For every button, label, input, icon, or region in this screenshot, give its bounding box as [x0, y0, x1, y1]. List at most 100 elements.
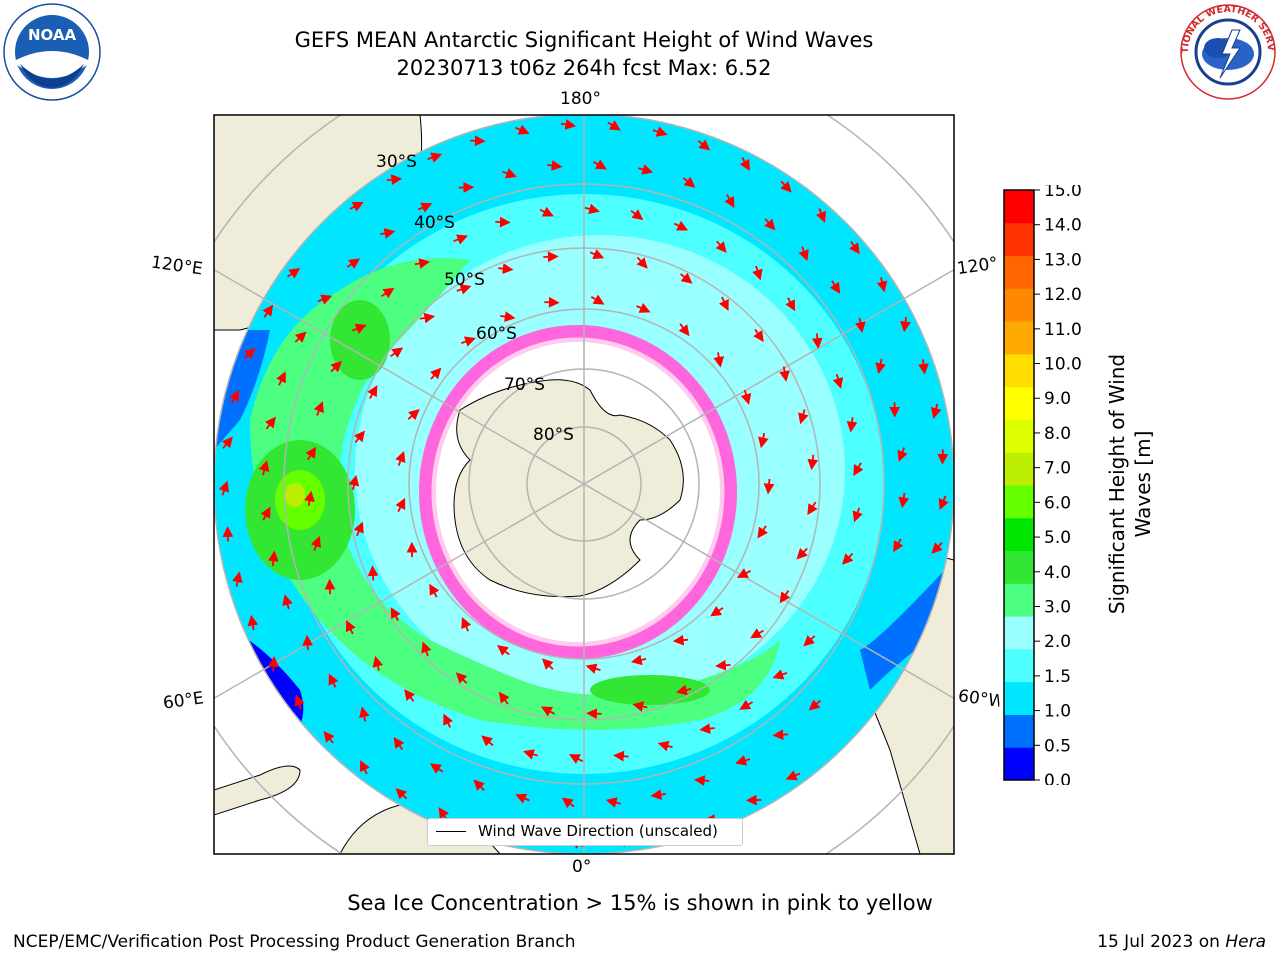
wind-wave-arrow [276, 371, 286, 386]
wind-wave-arrow [367, 565, 379, 581]
wind-wave-arrow [693, 775, 710, 786]
wind-wave-arrow [757, 525, 768, 539]
wind-wave-arrow [560, 119, 577, 130]
wind-wave-arrow [349, 201, 364, 212]
wind-wave-arrow [855, 317, 866, 334]
wind-wave-arrow [798, 409, 809, 425]
lat-label-30s: 30°S [376, 152, 417, 172]
sea-ice-note: Sea Ice Concentration > 15% is shown in … [347, 891, 933, 915]
wind-wave-arrow [589, 249, 605, 260]
wind-wave-arrow [607, 120, 621, 131]
colorbar-swatch [1004, 452, 1034, 486]
wind-wave-arrow [763, 478, 775, 495]
wind-wave-arrow [419, 312, 436, 324]
wind-wave-arrow [829, 280, 841, 294]
colorbar-frame [1003, 189, 1035, 781]
wind-wave-arrow [758, 432, 769, 449]
footer-date: 15 Jul 2023 on [1097, 932, 1226, 952]
wind-wave-arrow [719, 296, 729, 311]
wind-wave-arrow [876, 277, 888, 293]
lat-label-60s: 60°S [476, 324, 517, 344]
wind-wave-arrow [584, 203, 600, 215]
colorbar-swatch [1004, 190, 1034, 224]
wind-wave-arrow [678, 323, 690, 337]
wind-wave-arrow [541, 658, 554, 670]
wind-wave-arrow [710, 605, 724, 617]
colorbar-tick-label: 3.0 [1044, 597, 1071, 617]
colorbar-tick-label: 2.0 [1044, 632, 1071, 652]
wind-wave-arrow [540, 706, 555, 717]
wind-wave-arrow [443, 713, 454, 728]
wind-wave-arrow [381, 287, 395, 299]
wind-wave-arrow [502, 168, 517, 179]
wind-wave-arrow [650, 789, 666, 800]
wind-wave-arrow [352, 323, 367, 334]
lat-label-70s: 70°S [504, 375, 545, 395]
wind-wave-arrow [404, 689, 416, 702]
wind-wave-arrow [713, 352, 725, 368]
chart-title-line1: GEFS MEAN Antarctic Significant Height o… [294, 28, 874, 52]
wind-wave-arrow [638, 164, 654, 175]
wind-wave-arrow [852, 507, 863, 523]
wind-wave-arrow [407, 409, 420, 421]
wind-wave-arrow [461, 617, 472, 632]
graticule [214, 115, 954, 854]
colorbar-swatch [1004, 353, 1034, 388]
colorbar-swatch [1004, 747, 1034, 781]
noaa-logo: NOAA [3, 3, 101, 101]
legend-label: Wind Wave Direction (unscaled) [478, 822, 718, 840]
wind-wave-arrow [832, 373, 844, 389]
wind-wave-arrow [593, 159, 607, 170]
wind-wave-arrow [846, 417, 858, 433]
wind-wave-arrow [346, 258, 361, 269]
wind-wave-arrow [808, 699, 821, 711]
wind-wave-arrow [345, 620, 356, 635]
wind-wave-arrow [390, 347, 404, 359]
lon-label-180: 180° [560, 89, 601, 109]
wind-wave-arrows [218, 119, 949, 849]
wind-wave-arrow [500, 311, 516, 322]
footer-host: Hera [1225, 932, 1266, 952]
wind-wave-arrow [898, 492, 910, 509]
colorbar-tick-label: 13.0 [1044, 250, 1082, 270]
wind-wave-arrow [260, 506, 271, 521]
wind-wave-arrow [395, 497, 406, 513]
wind-wave-arrow [780, 180, 792, 193]
wind-wave-arrow [386, 174, 403, 186]
wind-wave-arrow [853, 462, 864, 477]
wind-wave-arrow [539, 206, 554, 217]
wind-wave-arrow [328, 673, 339, 688]
wind-wave-arrow [697, 139, 711, 151]
map-frame [213, 114, 955, 855]
wind-wave-arrow [796, 547, 808, 560]
footer-right: 15 Jul 2023 on Hera [1097, 932, 1266, 952]
wind-wave-arrow [317, 294, 333, 305]
wind-wave-arrow [636, 256, 648, 269]
wind-wave-arrow [429, 583, 440, 598]
lat-label-50s: 50°S [444, 270, 485, 290]
colorbar-tick-label: 7.0 [1044, 459, 1071, 479]
wind-wave-arrow [750, 628, 764, 639]
wind-wave-arrow [897, 447, 908, 462]
wave-band-west [250, 258, 780, 730]
wind-wave-arrow [286, 268, 301, 279]
footer-left: NCEP/EMC/Verification Post Processing Pr… [13, 932, 576, 952]
wind-wave-arrow [515, 793, 530, 804]
wind-wave-arrow [676, 684, 692, 696]
colorbar-swatch [1004, 681, 1034, 715]
wind-wave-arrow [772, 669, 788, 680]
colorbar: 0.0 0.5 1.0 1.5 2.0 3.0 4.0 5.0 6.0 7.0 8.0 9.0 10.0… [1003, 185, 1082, 785]
colorbar-swatch [1004, 714, 1034, 748]
wind-wave-arrow [931, 542, 943, 554]
wind-wave-arrow [330, 360, 342, 373]
colorbar-tick-label: 8.0 [1044, 424, 1071, 444]
wind-wave-arrow [393, 736, 405, 751]
colorbar-tick-label: 5.0 [1044, 528, 1071, 548]
wind-wave-arrow [842, 552, 854, 565]
colorbar-swatch [1004, 321, 1034, 355]
wind-wave-arrow [807, 501, 818, 516]
colorbar-tick-label: 11.0 [1044, 320, 1082, 340]
wind-wave-arrow [427, 152, 443, 163]
wind-wave-arrow [680, 272, 693, 284]
noaa-text: NOAA [28, 26, 77, 44]
